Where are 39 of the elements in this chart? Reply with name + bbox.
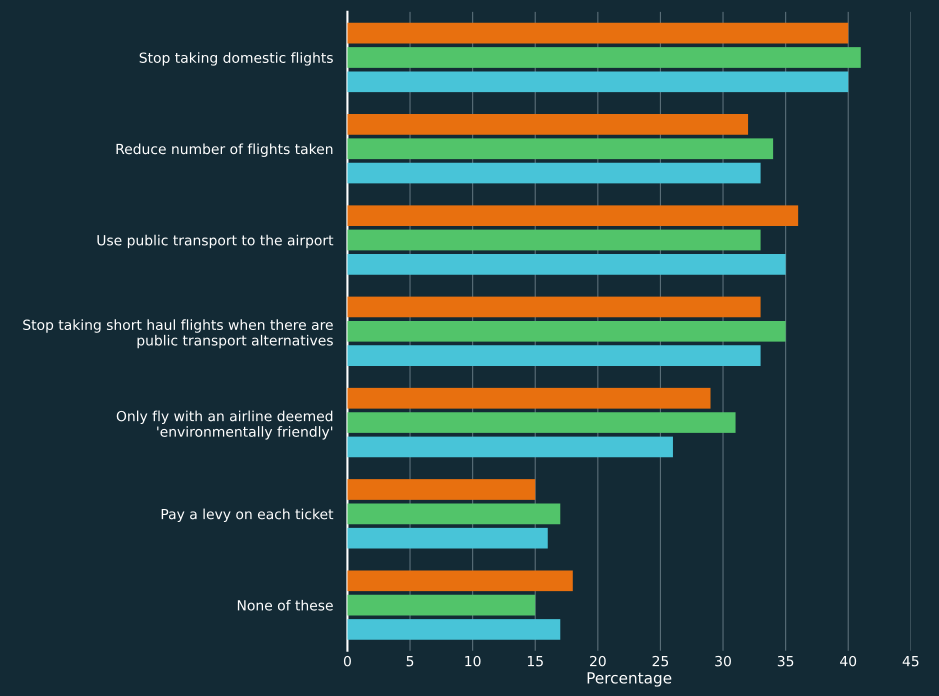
x-tick-label: 0 bbox=[344, 656, 351, 666]
x-tick-label: 30 bbox=[715, 656, 731, 666]
x-tick-label: 20 bbox=[590, 656, 606, 666]
bar bbox=[347, 254, 786, 275]
y-tick-label: None of these bbox=[238, 600, 333, 611]
bar bbox=[347, 47, 861, 68]
y-tick-label: Use public transport to the airport bbox=[97, 234, 334, 248]
x-tick-label: 25 bbox=[652, 656, 668, 666]
bar bbox=[347, 436, 673, 458]
x-tick-label: 10 bbox=[465, 656, 481, 666]
x-tick-label: 15 bbox=[528, 656, 543, 666]
bar bbox=[347, 138, 774, 160]
y-tick-label: Reduce number of flights taken bbox=[116, 143, 332, 157]
y-tick-label: Stop taking short haul flights when there are public transport alternatives bbox=[23, 319, 333, 348]
bar bbox=[347, 205, 798, 226]
x-tick-label: 45 bbox=[902, 656, 918, 666]
bar bbox=[347, 479, 536, 500]
x-tick-label: 5 bbox=[406, 656, 414, 666]
bar bbox=[347, 230, 761, 250]
bar bbox=[347, 296, 761, 318]
y-tick-label: Only fly with an airline deemed 'environmentally friendly' bbox=[116, 410, 332, 440]
bar bbox=[347, 570, 573, 592]
bar bbox=[347, 619, 560, 640]
bar bbox=[347, 528, 548, 549]
bar bbox=[347, 388, 711, 409]
bar bbox=[347, 71, 848, 92]
bar bbox=[347, 594, 536, 616]
bar bbox=[347, 162, 761, 184]
y-tick-label: Stop taking domestic flights bbox=[140, 52, 333, 66]
y-tick-label: Pay a levy on each ticket bbox=[162, 508, 334, 522]
bar bbox=[347, 320, 786, 342]
bar bbox=[347, 345, 761, 366]
bar bbox=[347, 114, 748, 135]
x-axis-title: Percentage bbox=[588, 672, 672, 687]
x-tick-label: 40 bbox=[840, 656, 856, 666]
x-tick-label: 35 bbox=[778, 656, 794, 666]
bar bbox=[347, 412, 736, 433]
bar bbox=[347, 504, 560, 524]
bar bbox=[347, 22, 848, 44]
